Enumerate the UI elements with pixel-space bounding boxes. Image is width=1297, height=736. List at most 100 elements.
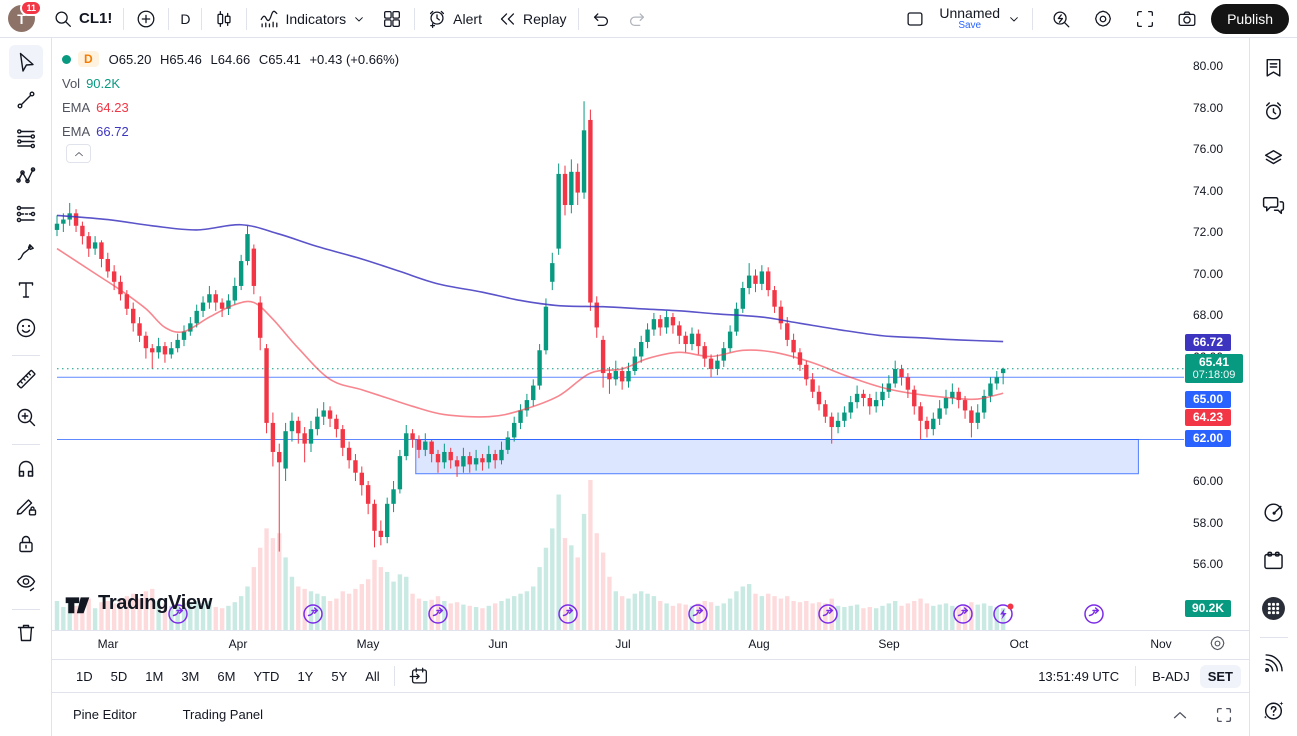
tool-text[interactable] <box>9 273 43 307</box>
sidebar-item-apps[interactable] <box>1257 591 1291 625</box>
adjustment-toggle[interactable]: B-ADJ <box>1152 668 1190 684</box>
range-6m[interactable]: 6M <box>217 668 236 684</box>
range-5y[interactable]: 5Y <box>331 668 348 684</box>
undo-button[interactable] <box>583 4 619 34</box>
event-marker-arrow-icon[interactable] <box>1084 604 1104 624</box>
range-5d[interactable]: 5D <box>110 668 128 684</box>
month-tick-apr[interactable]: Apr <box>228 637 248 651</box>
tool-drawing-mode[interactable] <box>9 489 43 523</box>
month-tick-oct[interactable]: Oct <box>1009 637 1029 651</box>
indicator-templates-button[interactable] <box>374 4 410 34</box>
event-marker-lightning-icon[interactable] <box>993 603 1014 624</box>
month-tick-sep[interactable]: Sep <box>878 637 900 651</box>
range-1y[interactable]: 1Y <box>297 668 314 684</box>
settings-button[interactable] <box>1085 4 1121 34</box>
quick-search-button[interactable] <box>1043 4 1079 34</box>
month-tick-may[interactable]: May <box>356 637 380 651</box>
sidebar-item-layers[interactable] <box>1257 140 1291 174</box>
tool-hide-drawings[interactable] <box>9 565 43 599</box>
user-avatar[interactable]: T 11 <box>8 0 42 32</box>
legend-ema1-row[interactable]: EMA 64.23 <box>62 97 404 117</box>
time-axis[interactable]: Mar Apr May Jun Jul Aug Sep Oct Nov <box>52 630 1249 659</box>
range-1m[interactable]: 1M <box>145 668 164 684</box>
grid-icon <box>381 8 403 30</box>
event-marker-arrow-icon[interactable] <box>953 604 973 624</box>
alert-button[interactable]: Alert <box>419 4 489 34</box>
price-label-62.00[interactable]: 62.00 <box>1185 429 1231 447</box>
chevron-down-icon[interactable] <box>1006 8 1022 30</box>
maximize-panel-icon[interactable] <box>1213 704 1235 726</box>
snapshot-button[interactable] <box>1169 4 1205 34</box>
drawing-rectangle-zone[interactable] <box>415 439 1139 475</box>
price-tick-78.00: 78.00 <box>1193 100 1224 115</box>
price-label-65.00[interactable]: 65.00 <box>1185 390 1231 408</box>
event-marker-arrow-icon[interactable] <box>168 604 188 624</box>
price-label-66.72[interactable]: 66.72 <box>1185 333 1231 351</box>
price-label-64.23[interactable]: 64.23 <box>1185 408 1231 426</box>
current-price-label[interactable]: 65.41 07:18:09 <box>1185 353 1243 383</box>
event-marker-arrow-icon[interactable] <box>428 604 448 624</box>
tab-pine-editor[interactable]: Pine Editor <box>73 707 137 722</box>
session-button[interactable]: SET <box>1199 664 1241 688</box>
save-layout-button[interactable]: Unnamed Save <box>939 6 1000 31</box>
tool-magnet[interactable] <box>9 451 43 485</box>
sidebar-item-watchlist[interactable] <box>1257 50 1291 84</box>
tool-xabcd-pattern[interactable] <box>9 159 43 193</box>
price-axis[interactable]: 80.0078.0076.0074.0072.0070.0068.0066.00… <box>1184 38 1249 630</box>
symbol-search-button[interactable]: CL1! <box>45 4 119 34</box>
month-tick-nov[interactable]: Nov <box>1150 637 1172 651</box>
month-tick-jul[interactable]: Jul <box>615 637 631 651</box>
tool-ruler[interactable] <box>9 362 43 396</box>
tab-trading-panel[interactable]: Trading Panel <box>182 707 264 722</box>
event-marker-arrow-icon[interactable] <box>303 604 323 624</box>
compare-add-button[interactable] <box>128 4 164 34</box>
month-tick-aug[interactable]: Aug <box>748 637 770 651</box>
tradingview-watermark[interactable]: TradingView <box>64 590 212 617</box>
tool-lock-drawings[interactable] <box>9 527 43 561</box>
range-ytd[interactable]: YTD <box>253 668 280 684</box>
interval-button[interactable]: D <box>173 7 197 31</box>
replay-button[interactable]: Replay <box>489 4 574 34</box>
tool-trend-line[interactable] <box>9 83 43 117</box>
event-marker-arrow-icon[interactable] <box>558 604 578 624</box>
legend-collapse-button[interactable] <box>66 144 91 163</box>
sidebar-item-streams[interactable] <box>1257 646 1291 680</box>
legend-ema2-row[interactable]: EMA 66.72 <box>62 121 404 141</box>
range-all[interactable]: All <box>365 668 380 684</box>
sidebar-item-calendar[interactable] <box>1257 543 1291 577</box>
publish-button[interactable]: Publish <box>1211 3 1289 34</box>
fullscreen-button[interactable] <box>1127 4 1163 34</box>
month-tick-mar[interactable]: Mar <box>97 637 119 651</box>
clock[interactable]: 13:51:49 UTC <box>1038 668 1120 684</box>
range-1d[interactable]: 1D <box>76 668 93 684</box>
legend-symbol-row[interactable]: D O65.20 H65.46 L64.66 C65.41 +0.43 (+0.… <box>62 49 404 69</box>
sidebar-item-alerts[interactable] <box>1257 94 1291 128</box>
event-marker-arrow-icon[interactable] <box>818 604 838 624</box>
month-tick-jun[interactable]: Jun <box>488 637 508 651</box>
redo-button[interactable] <box>619 4 655 34</box>
legend-volume-row[interactable]: Vol 90.2K <box>62 73 404 93</box>
event-marker-arrow-icon[interactable] <box>688 604 708 624</box>
sidebar-item-ideas-target[interactable] <box>1257 495 1291 529</box>
tool-brush[interactable] <box>9 235 43 269</box>
price-label-90.2K[interactable]: 90.2K <box>1185 599 1231 617</box>
ema-fast-line[interactable] <box>56 247 1004 418</box>
tool-fib-retracement[interactable] <box>9 121 43 155</box>
ema-slow-line[interactable] <box>56 214 1004 343</box>
chart-pane[interactable]: D O65.20 H65.46 L64.66 C65.41 +0.43 (+0.… <box>52 38 1184 630</box>
indicators-button[interactable]: Indicators <box>251 4 374 34</box>
tool-cursor[interactable] <box>8 45 43 79</box>
range-3m[interactable]: 3M <box>181 668 200 684</box>
tool-zoom-in[interactable] <box>9 400 43 434</box>
layout-button[interactable] <box>897 4 933 34</box>
expand-panel-icon[interactable] <box>1169 704 1191 726</box>
tool-remove-drawings[interactable] <box>9 616 43 650</box>
goto-date-button[interactable] <box>401 661 437 691</box>
tool-projection[interactable] <box>9 197 43 231</box>
candlestick-chart[interactable] <box>52 38 1184 630</box>
sidebar-item-help[interactable] <box>1257 693 1291 727</box>
chart-style-button[interactable] <box>206 4 242 34</box>
timezone-settings-button[interactable] <box>1208 634 1227 656</box>
sidebar-item-chat[interactable] <box>1257 187 1291 221</box>
tool-emoji[interactable] <box>9 311 43 345</box>
